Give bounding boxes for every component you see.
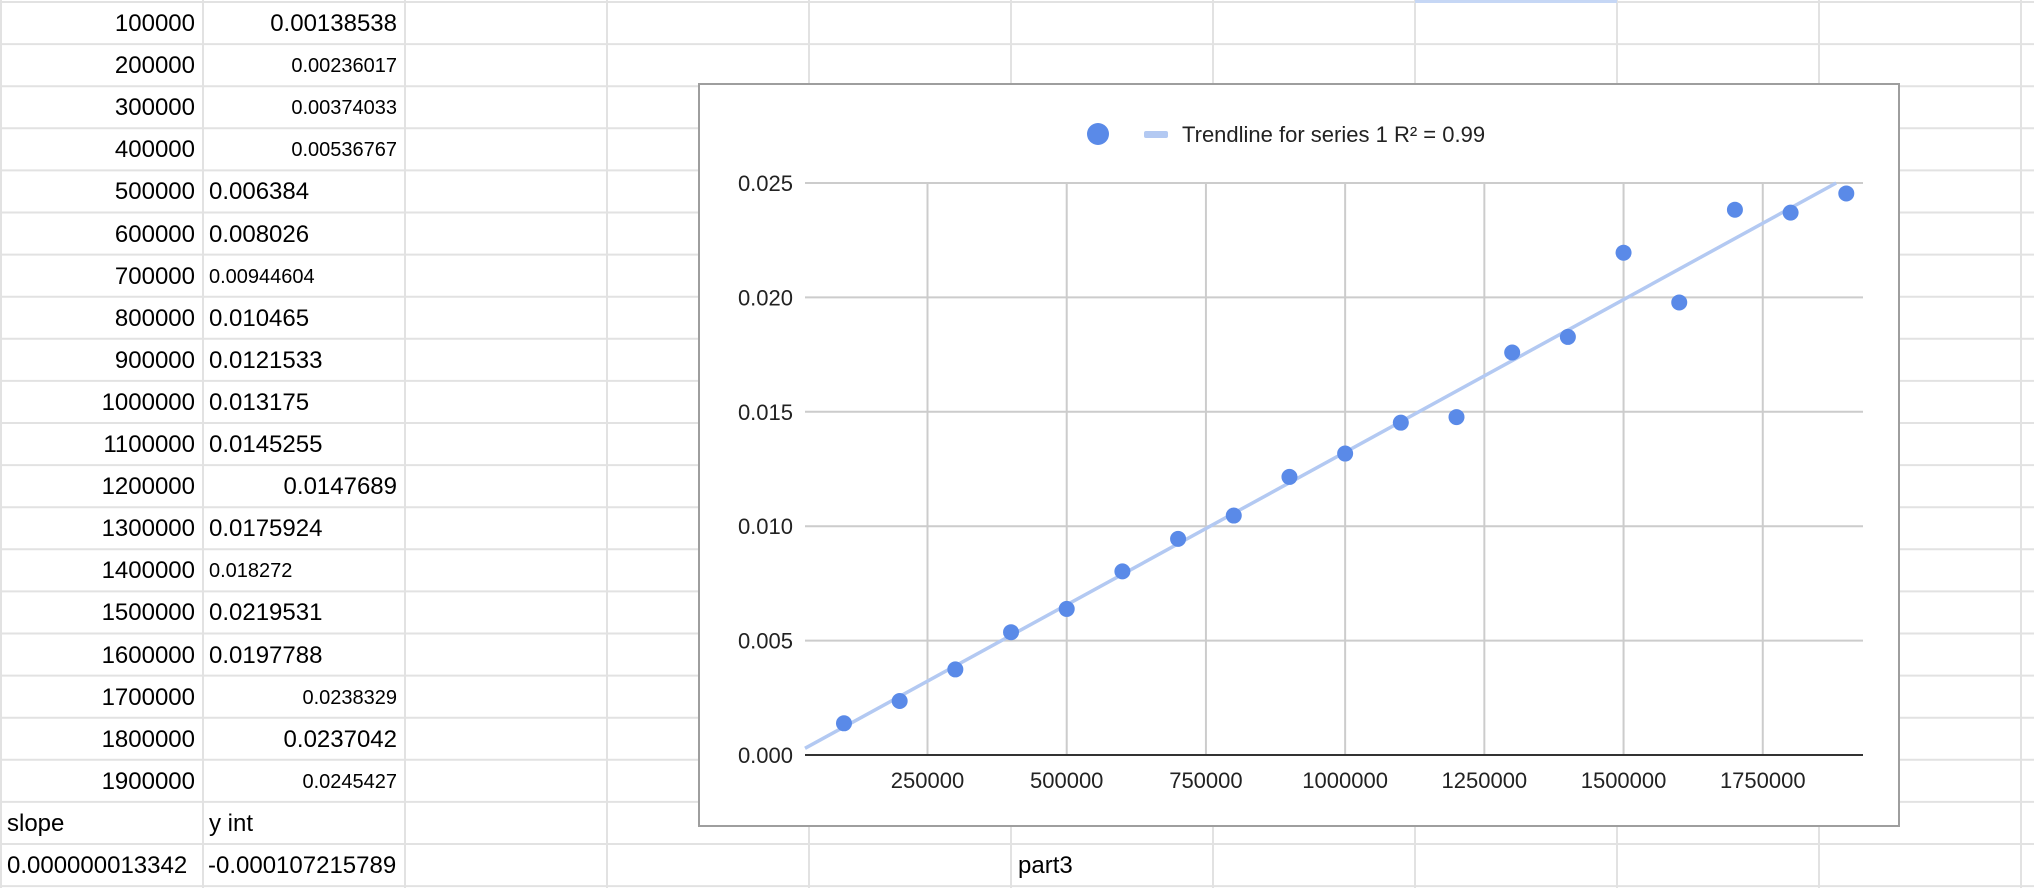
trendline: [804, 181, 1838, 750]
cell-n-value[interactable]: 200000: [114, 52, 195, 80]
cell-n-value[interactable]: 1600000: [101, 641, 195, 669]
cell-time-value[interactable]: 0.018272: [209, 560, 293, 583]
x-tick-label: 250000: [891, 768, 964, 793]
data-point: [1504, 344, 1521, 361]
cell-time-value[interactable]: 0.0237042: [283, 725, 397, 753]
x-tick-label: 1750000: [1720, 768, 1806, 793]
cell-n-value[interactable]: 1000000: [101, 388, 195, 416]
data-point: [1058, 600, 1075, 617]
cell-time-value[interactable]: 0.013175: [209, 388, 310, 416]
cell-time-value[interactable]: 0.0175924: [209, 515, 323, 543]
cell-time-value[interactable]: 0.0219531: [209, 599, 323, 627]
cell-n-value[interactable]: 1300000: [101, 515, 195, 543]
y-tick-label: 0.015: [738, 400, 793, 425]
x-tick-label: 1000000: [1302, 768, 1388, 793]
cell-n-value[interactable]: 800000: [114, 304, 195, 332]
cell-n-value[interactable]: 1900000: [101, 767, 195, 795]
x-tick-label: 750000: [1169, 768, 1242, 793]
y-tick-label: 0.025: [738, 171, 793, 196]
cell-time-value[interactable]: 0.0197788: [209, 641, 323, 669]
x-tick-label: 500000: [1030, 768, 1103, 793]
scatter-chart[interactable]: 0.000 0.005 0.010 0.015 0.020 0.025 250000 5000…: [698, 83, 1900, 827]
y-tick-label: 0.010: [738, 514, 793, 539]
data-point: [947, 661, 964, 678]
cell-n-value[interactable]: 600000: [114, 220, 195, 248]
data-point: [1615, 244, 1632, 261]
data-point: [1170, 530, 1187, 547]
data-point: [1726, 201, 1743, 218]
data-point: [1225, 507, 1242, 524]
cell-time-value[interactable]: 0.0145255: [209, 431, 323, 458]
x-tick-label: 1250000: [1442, 768, 1528, 793]
y-tick-label: 0.000: [738, 743, 793, 768]
part3-label-cell[interactable]: part3: [1018, 852, 1073, 879]
x-tick-label: 1500000: [1581, 768, 1667, 793]
data-point: [1782, 204, 1799, 221]
data-point: [1337, 445, 1354, 462]
cell-time-value[interactable]: 0.00944604: [209, 265, 315, 288]
data-point: [1281, 468, 1298, 485]
y-tick-label: 0.020: [738, 285, 793, 310]
cell-n-value[interactable]: 500000: [114, 178, 195, 206]
slope-label-cell[interactable]: slope: [7, 810, 65, 837]
data-point: [1559, 328, 1576, 345]
cell-n-value[interactable]: 300000: [114, 94, 195, 122]
legend-trendline-label: Trendline for series 1 R² = 0.99: [1182, 122, 1485, 147]
cell-n-value[interactable]: 1200000: [101, 473, 195, 501]
data-point: [1003, 624, 1020, 641]
data-point: [1392, 414, 1409, 431]
y-tick-label: 0.005: [738, 629, 793, 654]
data-point: [1448, 409, 1465, 426]
cell-time-value[interactable]: 0.00536767: [291, 139, 397, 162]
cell-time-value[interactable]: 0.0245427: [302, 770, 397, 793]
legend-trendline-swatch: [1144, 131, 1168, 138]
cell-time-value[interactable]: 0.00236017: [291, 55, 397, 78]
slope-value-cell[interactable]: 0.000000013342: [7, 852, 188, 879]
cell-n-value[interactable]: 1800000: [101, 725, 195, 753]
data-point: [1671, 294, 1688, 311]
cell-time-value[interactable]: 0.0121533: [209, 346, 323, 374]
cell-n-value[interactable]: 1700000: [101, 683, 195, 711]
cell-time-value[interactable]: 0.010465: [209, 304, 310, 332]
cell-n-value[interactable]: 700000: [114, 262, 195, 290]
cell-n-value[interactable]: 100000: [114, 10, 195, 37]
data-point: [1838, 185, 1855, 202]
cell-time-value[interactable]: 0.00374033: [291, 97, 397, 120]
cell-n-value[interactable]: 900000: [114, 346, 195, 374]
legend-series-marker: [1087, 123, 1109, 145]
cell-n-value[interactable]: 1500000: [101, 599, 195, 627]
cell-time-value[interactable]: 0.00138538: [270, 10, 397, 37]
cell-time-value[interactable]: 0.008026: [209, 220, 310, 248]
cell-n-value[interactable]: 1400000: [101, 557, 195, 585]
cell-n-value[interactable]: 400000: [114, 136, 195, 164]
data-point: [835, 715, 852, 732]
selected-range-edge: [1415, 0, 1617, 3]
data-point: [891, 692, 908, 709]
cell-n-value[interactable]: 1100000: [103, 431, 195, 458]
cell-time-value[interactable]: 0.0238329: [302, 686, 397, 709]
cell-time-value[interactable]: 0.0147689: [283, 473, 397, 501]
data-point: [1114, 563, 1131, 580]
y-int-label-cell[interactable]: y int: [209, 810, 254, 837]
cell-time-value[interactable]: 0.006384: [209, 178, 310, 206]
y-int-value-cell[interactable]: -0.000107215789: [208, 852, 397, 879]
chart-plot: 0.000 0.005 0.010 0.015 0.020 0.025 250000 5000…: [738, 122, 1863, 793]
